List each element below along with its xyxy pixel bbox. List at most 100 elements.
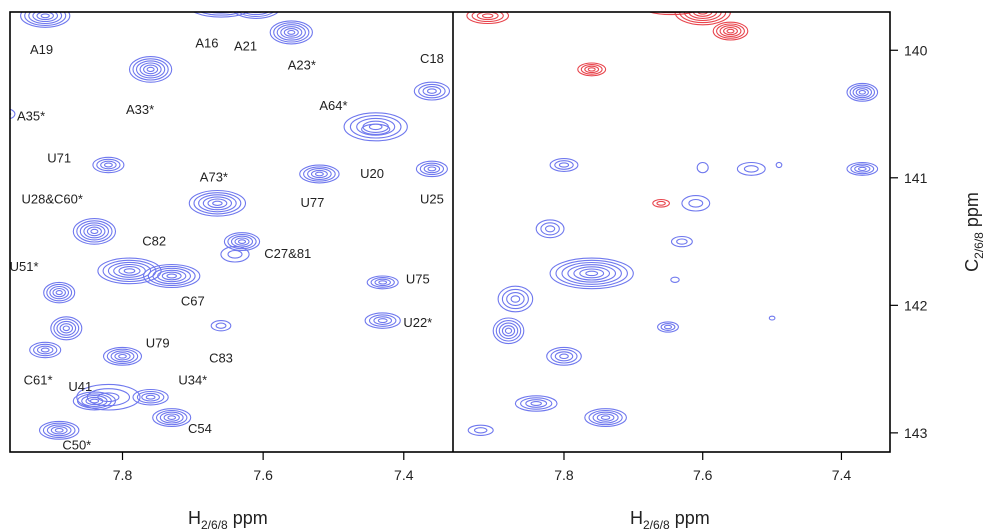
contour-level	[227, 249, 243, 259]
contour-level	[540, 222, 560, 236]
contour-level	[343, 112, 408, 142]
contour-level	[426, 88, 437, 94]
y-tick-label: 143	[904, 425, 928, 441]
contour-level	[688, 12, 718, 19]
contour-level	[525, 399, 548, 408]
left-peak-labels: A19 A16 A21 A23* A33* A35* C18 A64* U20 U71 U77 U25…	[10, 36, 444, 453]
contour-level	[419, 162, 445, 176]
contour-peak-right-17	[657, 321, 679, 333]
contour-level	[362, 120, 389, 133]
contour-level	[561, 261, 622, 285]
contour-peak-left-4	[128, 56, 173, 83]
contour-level	[660, 323, 676, 331]
peak-label: C61*	[24, 372, 53, 387]
peak-label: C50*	[62, 437, 91, 452]
contour-level	[471, 12, 504, 23]
contour-level	[36, 345, 54, 355]
contour-peak-left-1	[192, 0, 250, 18]
contour-level	[674, 12, 731, 26]
peak-label: A73*	[200, 170, 228, 185]
contour-level	[161, 271, 182, 281]
contour-level	[166, 273, 177, 279]
contour-level	[679, 12, 727, 24]
peak-label: A64*	[319, 98, 347, 113]
contour-level	[237, 12, 275, 18]
contour-peak-left-20	[210, 320, 232, 332]
contour-level	[212, 200, 223, 206]
contour-level	[49, 285, 70, 300]
contour-level	[584, 408, 627, 428]
contour-level	[544, 225, 556, 233]
contour-level	[314, 171, 324, 177]
contour-peak-left-14	[223, 232, 261, 252]
contour-level	[206, 0, 236, 9]
contour-level	[29, 341, 62, 359]
contour-level	[506, 292, 525, 306]
contour-level	[600, 415, 611, 420]
contour-level	[854, 165, 871, 173]
contour-level	[580, 64, 603, 75]
contour-peak-left-6	[413, 81, 451, 101]
contour-level	[192, 12, 250, 18]
contour-peak-left-16	[143, 263, 201, 289]
peak-label: C18	[420, 51, 444, 66]
contour-peak-right-13	[670, 235, 693, 248]
contour-level	[248, 12, 264, 14]
contour-level	[97, 257, 162, 285]
contour-level	[276, 24, 306, 41]
peak-label: A35*	[17, 108, 45, 123]
contour-level	[90, 228, 99, 235]
x-tick-label: 7.4	[394, 467, 414, 483]
contour-level	[588, 409, 623, 426]
contour-level	[145, 394, 156, 400]
contour-level	[202, 196, 233, 211]
contour-peak-left-21	[102, 346, 143, 366]
contour-level	[555, 259, 628, 288]
contour-level	[118, 266, 141, 276]
contour-level	[850, 163, 875, 175]
contour-level	[210, 320, 232, 332]
contour-level	[252, 5, 260, 9]
contour-level	[33, 343, 58, 357]
x-tick-label: 7.4	[832, 467, 852, 483]
y-tick-label: 142	[904, 297, 928, 313]
contour-peak-left-5	[10, 108, 16, 120]
y-axis-title: C2/6/8 ppm	[962, 192, 984, 272]
contour-peak-right-22	[670, 276, 680, 283]
contour-level	[501, 325, 516, 337]
contour-level	[102, 259, 157, 283]
contour-level	[647, 12, 696, 16]
contour-level	[79, 222, 110, 241]
contour-level	[56, 320, 77, 336]
contour-peak-left-12	[188, 189, 247, 217]
x-tick-label: 7.8	[554, 467, 574, 483]
contour-level	[20, 12, 71, 28]
contour-level	[857, 166, 867, 172]
contour-peak-left-3	[269, 20, 313, 45]
contour-level	[280, 26, 303, 39]
contour-level	[53, 318, 80, 339]
contour-level	[736, 161, 766, 176]
peak-label: U20	[360, 166, 384, 181]
contour-level	[378, 280, 388, 285]
peak-label: U28&C60*	[21, 191, 82, 206]
contour-level	[207, 12, 235, 14]
contour-level	[283, 28, 299, 37]
contour-level	[38, 420, 80, 440]
contour-level	[227, 233, 257, 250]
contour-level	[163, 413, 180, 422]
x-tick-label: 7.6	[253, 467, 273, 483]
peak-label: U41	[68, 379, 92, 394]
contour-level	[155, 409, 188, 426]
contour-peak-left-29	[76, 383, 141, 411]
contour-level	[481, 13, 494, 19]
contour-peak-right-5	[652, 198, 670, 208]
contour-level	[46, 283, 73, 302]
contour-peak-left-8	[361, 123, 391, 135]
contour-level	[28, 12, 63, 25]
contour-level	[86, 226, 102, 237]
contour-peak-left-0	[20, 12, 71, 28]
contour-level	[657, 321, 679, 333]
contour-level	[473, 427, 488, 434]
contour-level	[216, 1, 226, 5]
